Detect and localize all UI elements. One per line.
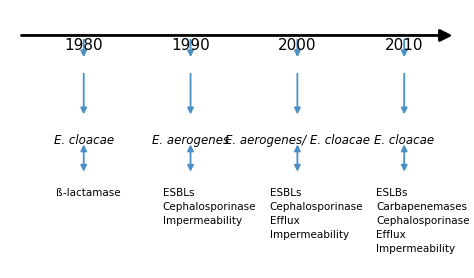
Text: E. cloacae: E. cloacae (54, 133, 114, 147)
Text: ESBLs
Cephalosporinase
Impermeability: ESBLs Cephalosporinase Impermeability (163, 188, 256, 226)
Text: ESBLs
Cephalosporinase
Efflux
Impermeability: ESBLs Cephalosporinase Efflux Impermeabi… (270, 188, 363, 240)
Text: E. aerogenes: E. aerogenes (152, 133, 229, 147)
Text: 2010: 2010 (385, 38, 423, 53)
Text: E. cloacae: E. cloacae (374, 133, 434, 147)
Text: 1990: 1990 (171, 38, 210, 53)
Text: 2000: 2000 (278, 38, 317, 53)
Text: E. aerogenes/ E. cloacae: E. aerogenes/ E. cloacae (225, 133, 370, 147)
Text: ESLBs
Carbapenemases
Cephalosporinase
Efflux
Impermeability: ESLBs Carbapenemases Cephalosporinase Ef… (376, 188, 470, 254)
Text: 1980: 1980 (64, 38, 103, 53)
Text: ß-lactamase: ß-lactamase (56, 188, 120, 198)
